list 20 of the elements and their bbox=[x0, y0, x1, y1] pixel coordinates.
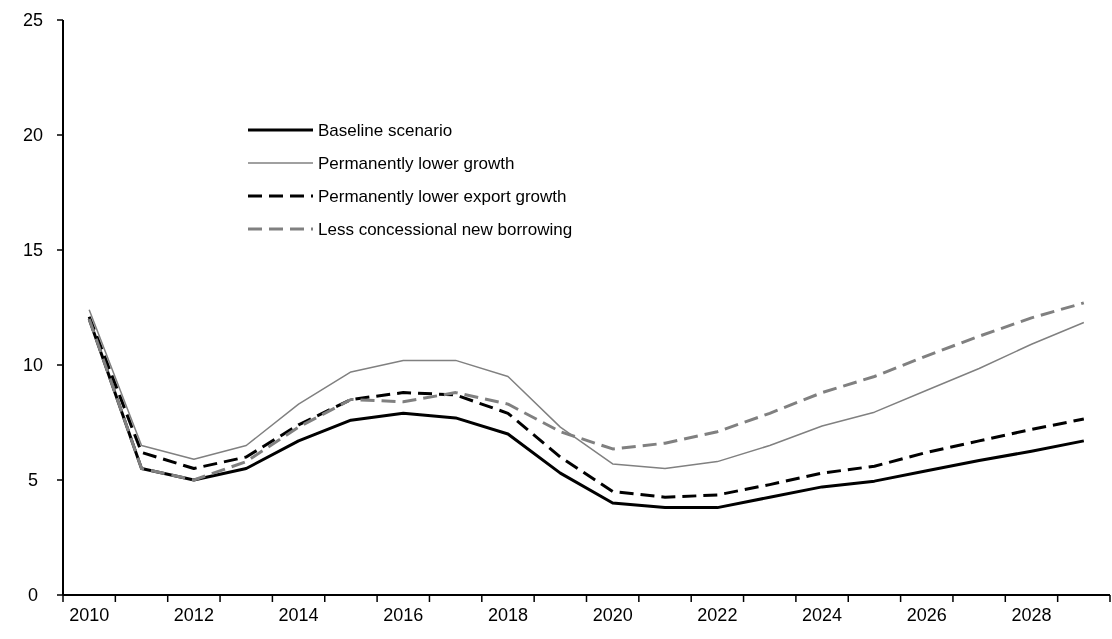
x-tick-label: 2012 bbox=[173, 605, 214, 625]
legend-label: Permanently lower growth bbox=[318, 153, 515, 173]
x-tick-label: 2014 bbox=[278, 605, 319, 625]
x-tick-label: 2028 bbox=[1011, 605, 1052, 625]
y-tick-label: 10 bbox=[22, 355, 44, 376]
y-tick-label: 0 bbox=[27, 585, 39, 606]
legend-label: Permanently lower export growth bbox=[318, 186, 567, 206]
x-tick-label: 2024 bbox=[802, 605, 843, 625]
x-tick-label: 2016 bbox=[383, 605, 424, 625]
x-tick-label: 2010 bbox=[69, 605, 110, 625]
x-tick-label: 2020 bbox=[592, 605, 633, 625]
legend-label: Less concessional new borrowing bbox=[318, 219, 573, 239]
x-tick-label: 2018 bbox=[487, 605, 528, 625]
y-tick-label: 25 bbox=[22, 10, 44, 31]
y-tick-label: 20 bbox=[22, 125, 44, 146]
x-tick-label: 2026 bbox=[906, 605, 947, 625]
x-tick-label: 2022 bbox=[697, 605, 738, 625]
y-tick-label: 15 bbox=[22, 240, 44, 261]
y-tick-label: 5 bbox=[27, 470, 39, 491]
legend-label: Baseline scenario bbox=[318, 120, 453, 140]
